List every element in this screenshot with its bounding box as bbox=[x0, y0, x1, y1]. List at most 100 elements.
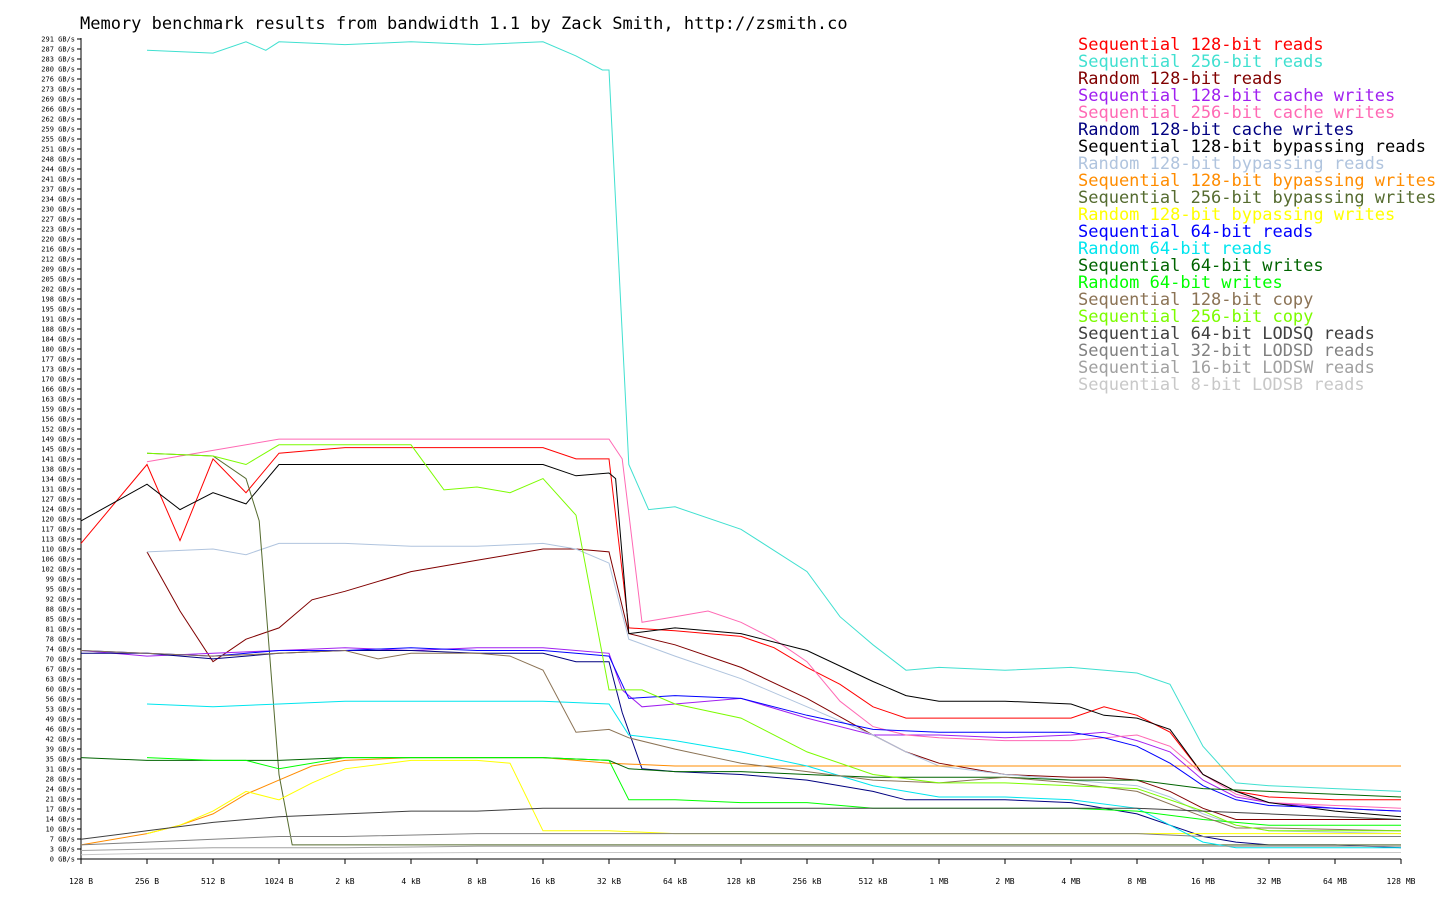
y-tick-label: 42 GB/s bbox=[45, 736, 75, 744]
y-tick-label: 28 GB/s bbox=[45, 776, 75, 784]
y-tick-label: 131 GB/s bbox=[41, 486, 75, 494]
y-tick-label: 124 GB/s bbox=[41, 506, 75, 514]
y-tick-label: 212 GB/s bbox=[41, 256, 75, 264]
y-tick-label: 92 GB/s bbox=[45, 596, 75, 604]
y-tick-label: 156 GB/s bbox=[41, 416, 75, 424]
y-tick-label: 291 GB/s bbox=[41, 36, 75, 44]
y-tick-label: 46 GB/s bbox=[45, 726, 75, 734]
y-tick-label: 205 GB/s bbox=[41, 276, 75, 284]
legend-entry-18: Sequential 64-bit LODSQ reads bbox=[1078, 324, 1375, 344]
series-line-3 bbox=[146, 548, 1401, 820]
x-tick-label: 4 MB bbox=[1061, 877, 1080, 886]
legend-entry-7: Sequential 128-bit bypassing reads bbox=[1078, 137, 1426, 157]
legend-entry-9: Sequential 128-bit bypassing writes bbox=[1078, 171, 1437, 191]
series-line-1 bbox=[80, 447, 1401, 801]
y-tick-label: 202 GB/s bbox=[41, 286, 75, 294]
series-line-15 bbox=[146, 757, 1401, 826]
y-tick-label: 248 GB/s bbox=[41, 156, 75, 164]
x-tick-label: 64 MB bbox=[1323, 877, 1347, 886]
y-axis-ticks: 0 GB/s 3 GB/s 7 GB/s 10 GB/s 14 GB/s 17 GB/s 2… bbox=[41, 36, 81, 864]
y-tick-label: 106 GB/s bbox=[41, 556, 75, 564]
legend-entry-3: Random 128-bit reads bbox=[1078, 69, 1283, 89]
y-tick-label: 269 GB/s bbox=[41, 96, 75, 104]
legend-entry-13: Random 64-bit reads bbox=[1078, 239, 1273, 259]
y-tick-label: 110 GB/s bbox=[41, 546, 75, 554]
y-tick-label: 3 GB/s bbox=[50, 846, 75, 854]
y-tick-label: 280 GB/s bbox=[41, 66, 75, 74]
y-tick-label: 262 GB/s bbox=[41, 116, 75, 124]
y-tick-label: 195 GB/s bbox=[41, 306, 75, 314]
y-tick-label: 127 GB/s bbox=[41, 496, 75, 504]
series-line-20 bbox=[80, 845, 1401, 851]
chart-legend: Sequential 128-bit reads Sequential 256-b… bbox=[1078, 37, 1436, 394]
series-line-14 bbox=[80, 757, 1402, 798]
y-tick-label: 21 GB/s bbox=[45, 796, 75, 804]
y-tick-label: 35 GB/s bbox=[45, 756, 75, 764]
series-line-11 bbox=[146, 759, 1401, 835]
y-tick-label: 223 GB/s bbox=[41, 226, 75, 234]
y-tick-label: 198 GB/s bbox=[41, 296, 75, 304]
y-tick-label: 63 GB/s bbox=[45, 676, 75, 684]
y-tick-label: 56 GB/s bbox=[45, 696, 75, 704]
legend-entry-16: Sequential 128-bit copy bbox=[1078, 290, 1314, 310]
y-tick-label: 17 GB/s bbox=[45, 806, 75, 814]
x-tick-label: 128 MB bbox=[1387, 877, 1416, 886]
x-tick-label: 16 kB bbox=[531, 877, 555, 886]
chart-title: Memory benchmark results from bandwidth … bbox=[80, 14, 848, 34]
series-line-13 bbox=[146, 700, 1401, 849]
legend-entry-10: Sequential 256-bit bypassing writes bbox=[1078, 188, 1437, 208]
series-line-19 bbox=[80, 833, 1401, 846]
y-tick-label: 227 GB/s bbox=[41, 216, 75, 224]
y-tick-label: 163 GB/s bbox=[41, 396, 75, 404]
y-tick-label: 70 GB/s bbox=[45, 656, 75, 664]
series-line-21 bbox=[80, 852, 1401, 856]
y-tick-label: 74 GB/s bbox=[45, 646, 75, 654]
x-tick-label: 128 B bbox=[69, 877, 93, 886]
legend-entry-4: Sequential 128-bit cache writes bbox=[1078, 86, 1396, 106]
legend-entry-17: Sequential 256-bit copy bbox=[1078, 307, 1314, 327]
legend-entry-14: Sequential 64-bit writes bbox=[1078, 256, 1324, 276]
y-tick-label: 244 GB/s bbox=[41, 166, 75, 174]
y-tick-label: 273 GB/s bbox=[41, 86, 75, 94]
legend-entry-2: Sequential 256-bit reads bbox=[1078, 52, 1324, 72]
legend-entry-11: Random 128-bit bypassing writes bbox=[1078, 205, 1396, 225]
series-line-18 bbox=[80, 807, 1402, 840]
series-line-2 bbox=[146, 41, 1402, 792]
y-tick-label: 234 GB/s bbox=[41, 196, 75, 204]
y-tick-label: 10 GB/s bbox=[45, 826, 75, 834]
y-tick-label: 188 GB/s bbox=[41, 326, 75, 334]
x-tick-label: 16 MB bbox=[1191, 877, 1215, 886]
y-tick-label: 220 GB/s bbox=[41, 236, 75, 244]
legend-entry-5: Sequential 256-bit cache writes bbox=[1078, 103, 1396, 123]
y-tick-label: 141 GB/s bbox=[41, 456, 75, 464]
y-tick-label: 166 GB/s bbox=[41, 386, 75, 394]
y-tick-label: 251 GB/s bbox=[41, 146, 75, 154]
y-tick-label: 149 GB/s bbox=[41, 436, 75, 444]
series-line-7 bbox=[80, 464, 1402, 818]
y-tick-label: 266 GB/s bbox=[41, 106, 75, 114]
y-tick-label: 276 GB/s bbox=[41, 76, 75, 84]
x-tick-label: 8 kB bbox=[467, 877, 486, 886]
y-tick-label: 7 GB/s bbox=[50, 836, 75, 844]
y-tick-label: 209 GB/s bbox=[41, 266, 75, 274]
series-line-5 bbox=[146, 438, 1402, 809]
legend-entry-20: Sequential 16-bit LODSW reads bbox=[1078, 358, 1375, 378]
y-tick-label: 159 GB/s bbox=[41, 406, 75, 414]
y-tick-label: 39 GB/s bbox=[45, 746, 75, 754]
y-tick-label: 180 GB/s bbox=[41, 346, 75, 354]
y-tick-label: 283 GB/s bbox=[41, 56, 75, 64]
legend-entry-1: Sequential 128-bit reads bbox=[1078, 35, 1324, 55]
y-tick-label: 230 GB/s bbox=[41, 206, 75, 214]
x-tick-label: 2 MB bbox=[995, 877, 1014, 886]
y-tick-label: 170 GB/s bbox=[41, 376, 75, 384]
legend-entry-12: Sequential 64-bit reads bbox=[1078, 222, 1314, 242]
x-tick-label: 512 B bbox=[201, 877, 225, 886]
series-lines bbox=[80, 41, 1402, 856]
series-line-12 bbox=[80, 647, 1402, 812]
y-tick-label: 53 GB/s bbox=[45, 706, 75, 714]
x-axis-ticks: 128 B 256 B 512 B 1024 B 2 kB 4 kB 8 kB 16 kB 32… bbox=[69, 859, 1416, 886]
legend-entry-8: Random 128-bit bypassing reads bbox=[1078, 154, 1386, 174]
y-tick-label: 241 GB/s bbox=[41, 176, 75, 184]
y-tick-label: 216 GB/s bbox=[41, 246, 75, 254]
legend-entry-15: Random 64-bit writes bbox=[1078, 273, 1283, 293]
